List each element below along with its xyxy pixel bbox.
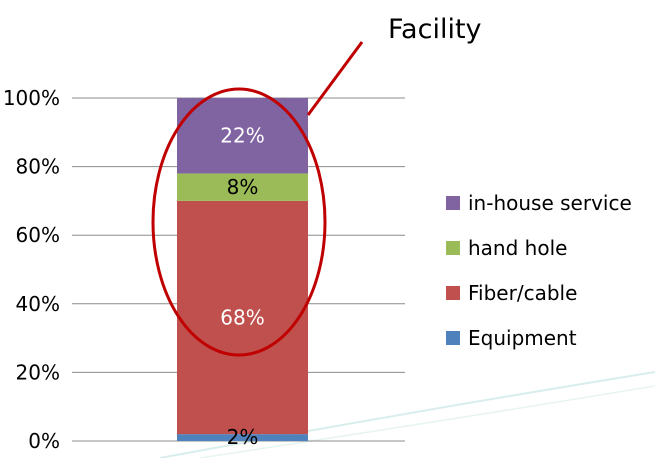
y-tick-label: 0% xyxy=(28,429,60,453)
data-labels: 2% 68% 8% 22% xyxy=(220,124,264,449)
data-label: 68% xyxy=(220,306,264,330)
y-tick-label: 60% xyxy=(16,223,60,247)
data-label: 2% xyxy=(227,425,259,449)
y-tick-label: 20% xyxy=(16,360,60,384)
legend-label: Equipment xyxy=(468,326,577,350)
legend-label: hand hole xyxy=(468,236,567,260)
facility-pointer-line xyxy=(306,41,364,116)
data-label: 22% xyxy=(220,124,264,148)
y-tick-label: 40% xyxy=(16,292,60,316)
legend-swatch xyxy=(446,331,460,345)
legend-swatch xyxy=(446,196,460,210)
legend-swatch xyxy=(446,241,460,255)
bar-segment xyxy=(177,434,308,441)
background-swoosh-decoration xyxy=(159,371,655,459)
legend-label: Fiber/cable xyxy=(468,281,577,305)
bar-segments xyxy=(177,98,308,441)
y-tick-label: 80% xyxy=(16,155,60,179)
legend-swatch xyxy=(446,286,460,300)
data-label: 8% xyxy=(227,175,259,199)
legend: in-house service hand hole Fiber/cable Equi… xyxy=(446,191,632,350)
y-tick-label: 100% xyxy=(3,86,60,110)
facility-highlight-ellipse xyxy=(151,87,327,357)
facility-annotation-label: Facility xyxy=(388,14,482,45)
legend-label: in-house service xyxy=(468,191,632,215)
y-axis-tick-labels: 0% 20% 40% 60% 80% 100% xyxy=(3,86,60,453)
bar-segment xyxy=(177,200,308,435)
bar-segment xyxy=(177,173,308,201)
